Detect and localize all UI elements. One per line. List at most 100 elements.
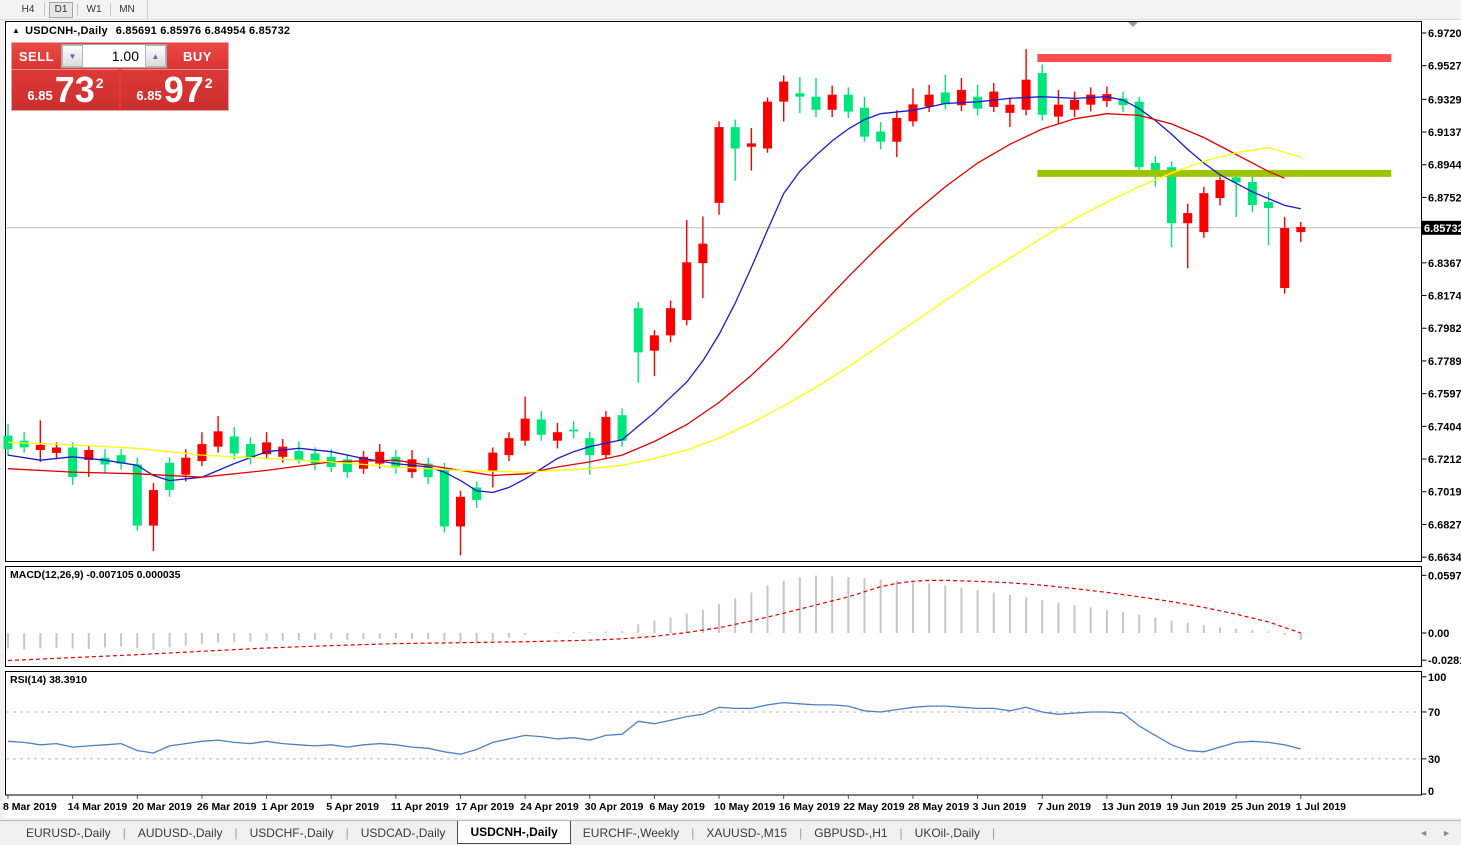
chart-tab-eurchf[interactable]: EURCHF-,Weekly [582, 826, 680, 840]
price-axis-label: 6.93295 [1428, 94, 1461, 106]
date-axis-label: 16 May 2019 [779, 801, 840, 813]
candle-body [827, 94, 837, 110]
main-price-panel[interactable] [5, 21, 1422, 562]
candle-body [439, 468, 449, 527]
tab-scroll-controls: ◄ ► [1419, 821, 1461, 845]
support-band[interactable] [1037, 169, 1392, 177]
period-button-mn[interactable]: MN [119, 3, 135, 15]
macd-signal-line [7, 579, 1301, 662]
chart-symbol-period: USDCNH-,Daily [25, 25, 108, 37]
candle-body [569, 429, 579, 432]
candle-body [1102, 94, 1112, 101]
tab-scroll-right-icon[interactable]: ► [1442, 828, 1451, 838]
candle-body [892, 117, 902, 142]
ma-fast-blue [7, 96, 1301, 494]
date-axis-label: 6 May 2019 [649, 801, 705, 813]
tab-separator: | [345, 826, 349, 840]
candle-body [730, 127, 740, 149]
candle-body [536, 419, 546, 435]
price-chart[interactable]: 6.97200 6.95275 6.93295 6.91370 6.89445 6.875… [0, 0, 1461, 820]
buy-button[interactable]: BUY [167, 43, 228, 69]
date-axis-label: 7 Jun 2019 [1037, 801, 1091, 813]
candle-body [956, 89, 966, 106]
macd-axis-label: 0.00 [1428, 628, 1449, 640]
buy-price-display[interactable]: 6.85 97 2 [121, 69, 228, 110]
buy-price-big: 97 [163, 69, 204, 110]
date-axis-label: 28 May 2019 [908, 801, 969, 813]
candle-body [229, 436, 239, 454]
sell-price-prefix: 6.85 [27, 88, 53, 103]
ma-slow-yellow [7, 147, 1301, 473]
candle-body [666, 308, 676, 336]
price-axis-label: 6.66345 [1428, 552, 1461, 564]
chart-tab-usdcnh[interactable]: USDCNH-,Daily [457, 821, 571, 844]
toolbar-divider [44, 3, 45, 16]
candle-body [278, 446, 288, 457]
window-collapse-icon[interactable]: ▲ [12, 26, 21, 35]
volume-decrease-button[interactable]: ▼ [62, 45, 83, 67]
candle-body [504, 438, 514, 456]
sell-button[interactable]: SELL [12, 43, 61, 69]
period-button-w1[interactable]: W1 [86, 3, 102, 15]
scroll-shift-marker-icon[interactable] [1128, 22, 1138, 27]
chart-tab-usdcad[interactable]: USDCAD-,Daily [360, 826, 446, 840]
candle-body [876, 131, 886, 142]
date-axis-label: 26 Mar 2019 [197, 801, 257, 813]
volume-increase-button[interactable]: ▲ [145, 45, 166, 67]
one-click-trading-panel: SELL ▼ 1.00 ▲ BUY 6.85 73 2 6.85 97 2 [12, 43, 228, 110]
rsi-panel[interactable] [5, 671, 1422, 796]
candle-body [100, 457, 110, 465]
candle-body [294, 450, 304, 461]
candle-body [1134, 101, 1144, 168]
price-axis-label: 6.97200 [1428, 28, 1461, 40]
candle-body [908, 104, 918, 122]
period-button-h4[interactable]: H4 [21, 3, 35, 15]
ma-mid-red [7, 113, 1285, 478]
candle-body [763, 101, 773, 149]
candle-body [1263, 202, 1273, 208]
chart-tab-eurusd[interactable]: EURUSD-,Daily [26, 826, 111, 840]
sell-price-big: 73 [54, 69, 95, 110]
volume-input[interactable]: 1.00 [83, 45, 145, 67]
candle-body [35, 444, 45, 451]
tab-scroll-left-icon[interactable]: ◄ [1419, 828, 1429, 838]
candle-body [1037, 73, 1047, 115]
candle-body [1199, 193, 1209, 233]
sell-price-display[interactable]: 6.85 73 2 [12, 69, 119, 110]
candles-layer [3, 49, 1306, 556]
candle-body [262, 442, 272, 455]
candle-body [455, 496, 465, 527]
price-axis-label: 6.68270 [1428, 519, 1461, 531]
date-axis-label: 3 Jun 2019 [973, 801, 1027, 813]
chart-tab-ukoil[interactable]: UKOil-,Daily [914, 826, 981, 840]
price-axis-label: 6.70195 [1428, 487, 1461, 499]
price-axis-label: 6.77895 [1428, 356, 1461, 368]
chart-tab-audusd[interactable]: AUDUSD-,Daily [137, 826, 223, 840]
candle-body [520, 418, 530, 441]
macd-panel[interactable] [5, 566, 1422, 667]
chart-tabs: EURUSD-,Daily | AUDUSD-,Daily | USDCHF-,Dail… [14, 821, 995, 845]
candle-body [1231, 177, 1241, 183]
candle-body [973, 96, 983, 109]
candle-body [116, 455, 126, 464]
candle-body [488, 452, 498, 471]
resistance-band[interactable] [1037, 54, 1392, 63]
candle-body [181, 457, 191, 475]
chart-tab-gbpusd[interactable]: GBPUSD-,H1 [814, 826, 888, 840]
price-axis-label: 6.91370 [1428, 127, 1461, 139]
date-axis-label: 24 Apr 2019 [520, 801, 579, 813]
candle-body [1150, 162, 1160, 170]
current-price-label: 6.85732 [1424, 223, 1461, 235]
candle-body [1070, 99, 1080, 110]
candle-body [1280, 228, 1290, 288]
chart-tab-usdchf[interactable]: USDCHF-,Daily [249, 826, 334, 840]
period-button-d1[interactable]: D1 [49, 1, 73, 18]
macd-histogram [7, 575, 1302, 650]
chart-tab-xauusd[interactable]: XAUUSD-,M15 [706, 826, 788, 840]
date-axis-label: 17 Apr 2019 [455, 801, 514, 813]
current-price-box [1421, 220, 1461, 235]
candle-body [811, 96, 821, 110]
chart-tab-bar: EURUSD-,Daily | AUDUSD-,Daily | USDCHF-,Dail… [0, 820, 1461, 845]
candle-body [843, 94, 853, 112]
toolbar-divider [110, 3, 111, 16]
